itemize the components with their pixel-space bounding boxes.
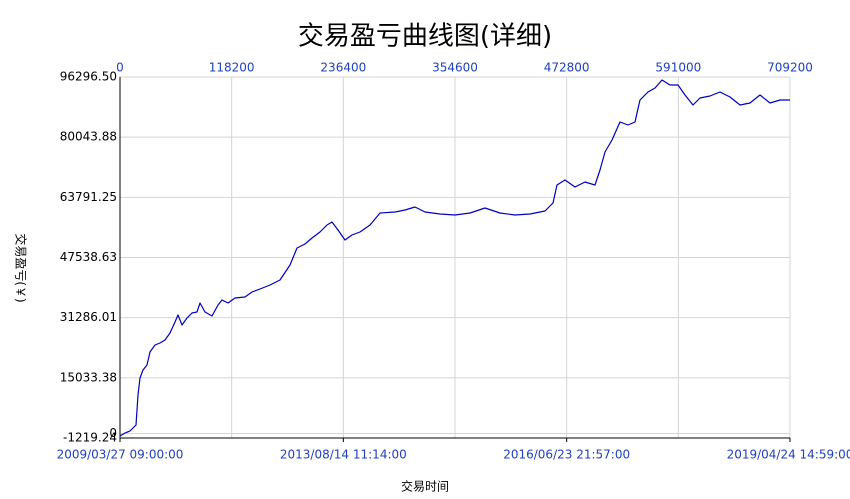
- y-axis-label: 交易盈亏(￥): [14, 233, 29, 302]
- x-tick-label: 591000: [655, 61, 701, 75]
- chart-title: 交易盈亏曲线图(详细): [298, 22, 552, 52]
- x-tick-label: 118200: [209, 61, 255, 75]
- y-tick-label: 15033.38: [60, 370, 117, 384]
- y-tick-label: -1219.24: [63, 431, 117, 445]
- pnl-line: [119, 79, 790, 437]
- x-date-label: 2013/08/14 11:14:00: [280, 448, 407, 462]
- x-tick-label: 236400: [320, 61, 366, 75]
- y-tick-label: 31286.01: [60, 310, 117, 324]
- y-tick-label: 80043.88: [60, 130, 117, 144]
- x-date-label: 2009/03/27 09:00:00: [57, 448, 184, 462]
- x-tick-label: 354600: [432, 61, 478, 75]
- y-tick-label: 63791.25: [60, 190, 117, 204]
- x-date-label: 2016/06/23 21:57:00: [503, 448, 630, 462]
- x-tick-label: 472800: [544, 61, 590, 75]
- x-axis-label: 交易时间: [401, 479, 449, 494]
- y-tick-label: 96296.50: [60, 70, 117, 84]
- x-date-label: 2019/04/24 14:59:00: [727, 448, 850, 462]
- y-tick-label: 47538.63: [60, 250, 117, 264]
- y-tick-label: 0: [109, 426, 117, 440]
- x-tick-label: 0: [116, 61, 124, 75]
- x-tick-label: 709200: [767, 61, 813, 75]
